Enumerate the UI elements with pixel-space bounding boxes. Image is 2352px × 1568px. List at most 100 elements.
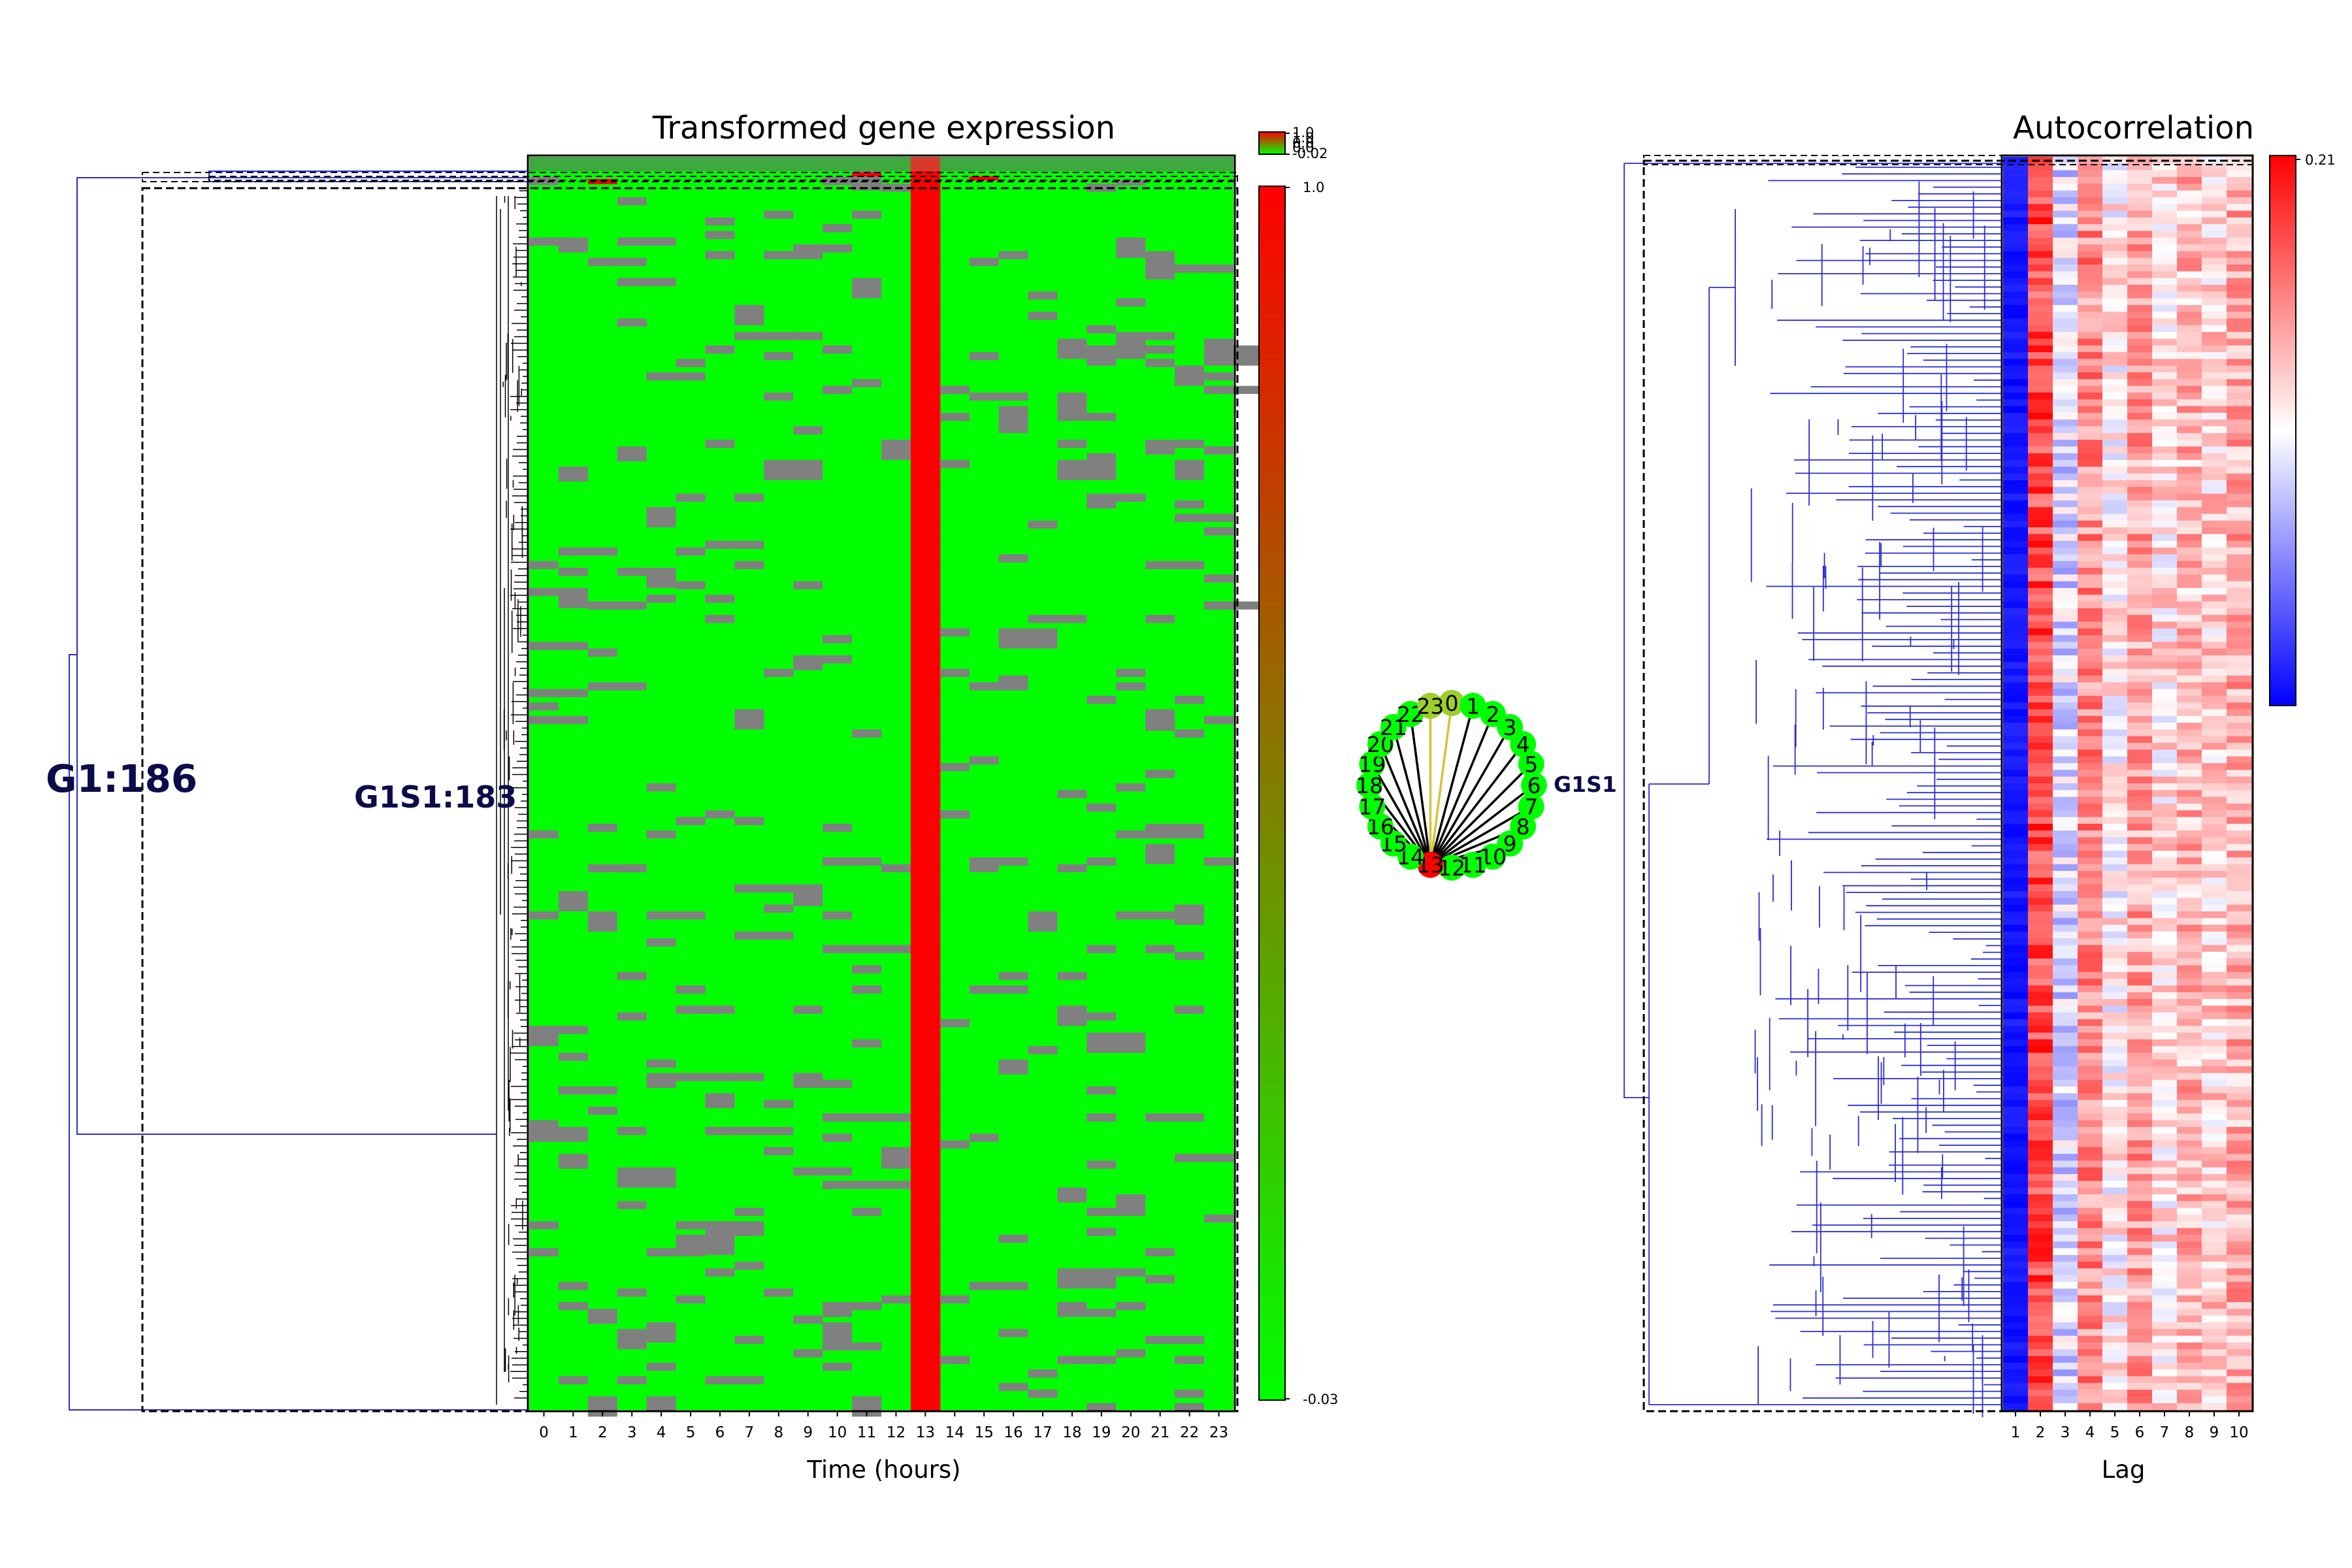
autocorrelation-cell	[2053, 1315, 2078, 1323]
autocorrelation-cell	[2177, 1275, 2202, 1282]
autocorrelation-cell	[2152, 1113, 2178, 1121]
autocorrelation-cell	[2127, 904, 2153, 912]
autocorrelation-cell	[2202, 1059, 2227, 1067]
autocorrelation-cell	[2053, 487, 2078, 495]
autocorrelation-cell	[2078, 668, 2103, 676]
expression-cell-missing	[676, 359, 706, 367]
autocorrelation-cell	[2177, 877, 2202, 885]
expression-cell-missing	[939, 460, 970, 468]
autocorrelation-cell	[2202, 257, 2227, 265]
autocorrelation-cell	[2003, 911, 2029, 919]
autocorrelation-cell	[2177, 372, 2202, 380]
expression-cell-missing	[793, 1315, 823, 1324]
autocorrelation-cell	[2152, 1322, 2178, 1330]
autocorrelation-cell	[2127, 1329, 2153, 1337]
autocorrelation-cell	[2127, 392, 2153, 400]
autocorrelation-cell	[2102, 924, 2128, 932]
expression-cell-missing	[529, 561, 559, 570]
autocorrelation-cell	[2152, 1019, 2178, 1026]
autocorrelation-cell	[2053, 1228, 2078, 1235]
autocorrelation-cell	[2102, 312, 2128, 319]
expression-cell	[910, 1309, 941, 1316]
expression-cell-missing	[1204, 338, 1233, 347]
expression-cell-missing	[793, 332, 823, 340]
autocorrelation-cell	[2202, 473, 2227, 481]
circular-graph-node	[1356, 772, 1382, 798]
expression-cell	[910, 1248, 941, 1256]
autocorrelation-cell	[2227, 352, 2252, 359]
autocorrelation-cell	[2028, 338, 2053, 346]
autocorrelation-cell	[2152, 224, 2178, 231]
autocorrelation-cell	[2177, 776, 2202, 784]
autocorrelation-cell	[2003, 419, 2029, 427]
autocorrelation-cell	[2028, 1167, 2053, 1175]
autocorrelation-cell	[2102, 217, 2128, 225]
expression-cell-missing	[734, 715, 764, 725]
autocorrelation-cell	[2028, 298, 2053, 306]
autocorrelation-cell	[2127, 857, 2153, 865]
autocorrelation-cell	[2078, 514, 2103, 521]
autocorrelation-cell	[2177, 587, 2202, 595]
expression-cell	[910, 473, 941, 481]
autocorrelation-cell	[2102, 1012, 2128, 1020]
autocorrelation-cell	[2177, 406, 2202, 414]
autocorrelation-cell	[2227, 547, 2252, 555]
expression-cell	[910, 224, 941, 231]
autocorrelation-cell	[2003, 1309, 2029, 1316]
expression-cell-missing	[646, 1322, 676, 1343]
autocorrelation-cell	[2028, 783, 2053, 791]
autocorrelation-cell	[2127, 1046, 2153, 1053]
expression-cell-missing	[1057, 392, 1087, 413]
autocorrelation-cell	[2003, 756, 2029, 764]
autocorrelation-cell	[2177, 918, 2202, 926]
expression-cell	[910, 1268, 941, 1276]
expression-cell-missing	[998, 1329, 1028, 1337]
autocorrelation-cell	[2202, 608, 2227, 615]
autocorrelation-cell	[2003, 1073, 2029, 1081]
autocorrelation-cell	[2028, 871, 2053, 878]
circular-graph-node	[1521, 772, 1547, 798]
autocorrelation-cell	[2053, 851, 2078, 858]
autocorrelation-cell	[2227, 385, 2252, 393]
autocorrelation-cell	[2028, 776, 2053, 784]
autocorrelation-cell	[2177, 1369, 2202, 1377]
autocorrelation-cell	[2078, 574, 2103, 582]
autocorrelation-cell	[2053, 466, 2078, 474]
autocorrelation-cell	[2177, 318, 2202, 326]
autocorrelation-cell	[2127, 1390, 2153, 1397]
autocorrelation-cell	[2202, 1342, 2227, 1350]
autocorrelation-cell	[2053, 1160, 2078, 1168]
expression-cell-missing	[1086, 803, 1117, 812]
autocorrelation-cell	[2102, 224, 2128, 231]
autocorrelation-cell	[2202, 1194, 2227, 1201]
autocorrelation-cluster-outline	[1642, 159, 2254, 1413]
autocorrelation-cell	[2177, 608, 2202, 615]
autocorrelation-cell	[2028, 898, 2053, 906]
autocorrelation-cell	[2102, 979, 2128, 986]
expression-cell	[910, 1073, 941, 1081]
autocorrelation-cell	[2102, 460, 2128, 467]
autocorrelation-cell	[2152, 520, 2178, 528]
autocorrelation-x-tick-label: 8	[2185, 1424, 2195, 1441]
expression-cell-missing	[734, 1262, 764, 1270]
autocorrelation-cell	[2102, 843, 2128, 851]
autocorrelation-cell	[2078, 635, 2103, 642]
autocorrelation-cell	[2127, 554, 2153, 562]
expression-cell-missing	[529, 702, 559, 711]
expression-cell	[910, 595, 941, 602]
expression-cell	[910, 695, 941, 703]
expression-x-tick-label: 0	[539, 1424, 549, 1441]
autocorrelation-cell	[2102, 1335, 2128, 1343]
autocorrelation-cell	[2127, 217, 2153, 225]
autocorrelation-cell	[2053, 770, 2078, 777]
circular-graph-node-label: 6	[1527, 773, 1541, 798]
expression-cell-missing	[1175, 500, 1205, 509]
autocorrelation-cell	[2028, 1315, 2053, 1323]
autocorrelation-cell	[2177, 1342, 2202, 1350]
autocorrelation-cell	[2127, 359, 2153, 367]
autocorrelation-cell	[2227, 1005, 2252, 1013]
autocorrelation-cell	[2078, 723, 2103, 730]
autocorrelation-cell	[2177, 574, 2202, 582]
autocorrelation-cell	[2202, 332, 2227, 339]
autocorrelation-cell	[2078, 1248, 2103, 1256]
